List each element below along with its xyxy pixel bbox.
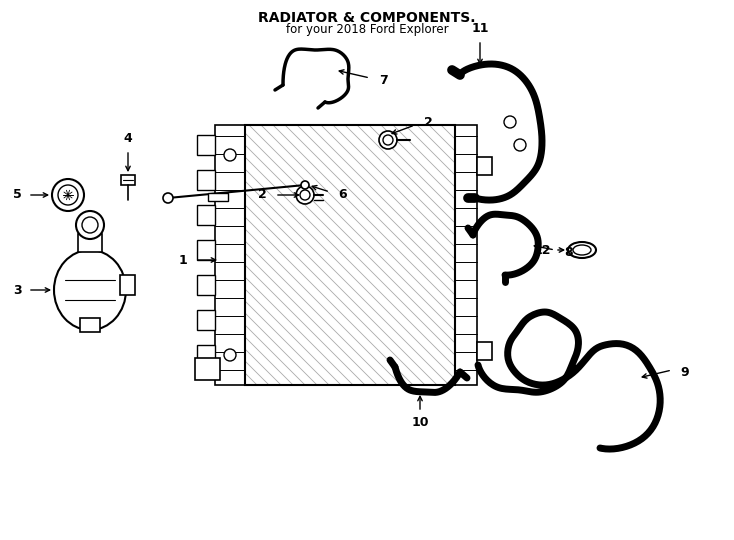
Circle shape — [58, 185, 78, 205]
Bar — [245, 125, 455, 385]
Text: 1: 1 — [178, 253, 187, 267]
Bar — [197, 240, 215, 260]
Text: 3: 3 — [12, 284, 21, 296]
Bar — [197, 205, 215, 225]
Bar — [195, 358, 220, 380]
Bar — [477, 157, 492, 175]
Ellipse shape — [54, 250, 126, 330]
Bar — [197, 275, 215, 295]
Bar — [208, 193, 228, 201]
Text: 7: 7 — [379, 73, 388, 86]
Text: 9: 9 — [680, 366, 689, 379]
Ellipse shape — [573, 245, 591, 255]
Text: 10: 10 — [411, 415, 429, 429]
Text: 5: 5 — [12, 188, 21, 201]
Bar — [197, 170, 215, 190]
Circle shape — [379, 131, 397, 149]
Circle shape — [52, 179, 84, 211]
Bar — [197, 310, 215, 330]
Bar — [121, 175, 135, 185]
Text: 11: 11 — [471, 22, 489, 35]
Text: 4: 4 — [123, 132, 132, 145]
Bar — [245, 125, 455, 385]
Circle shape — [300, 190, 310, 200]
Bar — [455, 125, 477, 385]
Bar — [78, 234, 102, 252]
Text: for your 2018 Ford Explorer: for your 2018 Ford Explorer — [286, 24, 448, 37]
Bar — [120, 275, 135, 295]
Circle shape — [296, 186, 314, 204]
Text: 8: 8 — [564, 246, 573, 259]
Circle shape — [514, 139, 526, 151]
Bar — [477, 342, 492, 360]
Circle shape — [224, 349, 236, 361]
Text: 2: 2 — [258, 188, 266, 201]
Circle shape — [301, 181, 309, 189]
Circle shape — [504, 116, 516, 128]
Bar — [197, 135, 215, 155]
Text: 12: 12 — [533, 244, 550, 256]
Circle shape — [82, 217, 98, 233]
Bar — [80, 318, 100, 332]
Text: RADIATOR & COMPONENTS.: RADIATOR & COMPONENTS. — [258, 11, 476, 25]
Bar — [197, 345, 215, 365]
Bar — [215, 125, 245, 385]
Text: 6: 6 — [338, 188, 347, 201]
Circle shape — [76, 211, 104, 239]
Circle shape — [163, 193, 173, 203]
Text: 2: 2 — [424, 116, 432, 129]
Circle shape — [383, 135, 393, 145]
Circle shape — [224, 149, 236, 161]
Ellipse shape — [568, 242, 596, 258]
